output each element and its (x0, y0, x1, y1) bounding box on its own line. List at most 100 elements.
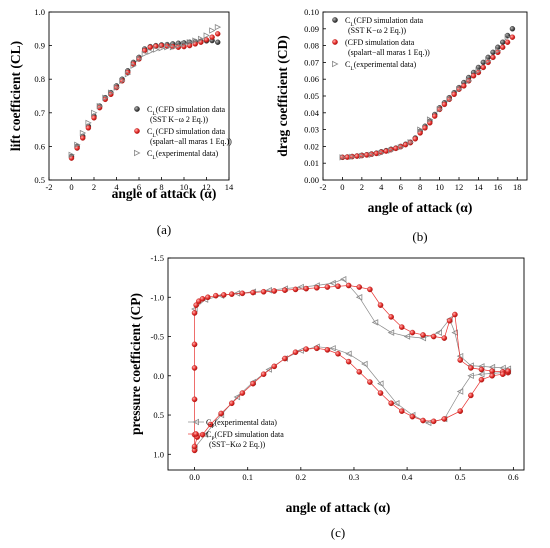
data-point (468, 365, 474, 371)
data-point (79, 129, 87, 137)
data-point (393, 145, 399, 152)
x-tick-label: 12 (202, 182, 211, 192)
x-tick-label: 8 (159, 182, 163, 192)
data-point (271, 288, 278, 294)
legend: CL(CFD simulation data(SST K−ω 2 Eq.))CL… (133, 105, 232, 161)
data-point (335, 350, 341, 357)
data-point (215, 39, 221, 45)
data-point (377, 380, 384, 387)
data-point (456, 86, 463, 93)
data-point (480, 64, 486, 71)
data-point (478, 366, 485, 373)
y-tick-label: 0.00 (304, 175, 319, 185)
data-point (192, 37, 199, 44)
data-point (239, 390, 246, 396)
data-point (467, 372, 474, 380)
data-point (477, 370, 485, 378)
x-tick-label: 18 (513, 182, 522, 192)
legend: CL(CFD simulation data(SST K−ω 2 Eq.)) (C… (331, 16, 430, 72)
y-tick-label: 0.7 (34, 108, 45, 118)
legend-label: CP(CFD simulation data (206, 430, 284, 442)
y-axis-label: lift coefficient (CL) (8, 41, 23, 151)
data-point (489, 368, 495, 374)
data-point (152, 46, 160, 53)
y-tick-label: 0.08 (304, 41, 319, 51)
series-1 (191, 275, 512, 452)
data-point (451, 329, 458, 336)
data-point (432, 113, 438, 119)
data-point (203, 32, 210, 39)
data-point (367, 379, 373, 385)
data-point (250, 380, 256, 387)
data-point (367, 286, 373, 293)
x-tick-label: 2 (92, 182, 96, 192)
data-point (265, 366, 272, 373)
data-point (282, 287, 288, 293)
data-point (452, 311, 458, 318)
data-point (398, 408, 405, 414)
data-point (303, 346, 309, 352)
data-point (446, 96, 453, 103)
x-tick-label: 4 (114, 182, 119, 192)
data-point (191, 443, 198, 450)
y-tick-label: 1.0 (153, 449, 164, 459)
data-point (228, 291, 235, 297)
data-point (186, 39, 194, 46)
data-point (313, 345, 320, 352)
x-tick-label: -2 (45, 182, 52, 192)
data-point (465, 77, 473, 85)
data-point (430, 418, 437, 425)
data-point (478, 376, 485, 383)
data-point (446, 318, 453, 324)
data-point (383, 148, 389, 154)
data-point (475, 67, 482, 74)
data-point (164, 44, 171, 51)
data-point (158, 45, 165, 52)
data-point (361, 360, 368, 368)
y-tick-label: 0.06 (304, 74, 319, 84)
legend-marker (332, 39, 338, 45)
data-point (388, 400, 394, 407)
data-point (124, 71, 132, 78)
data-point (468, 392, 474, 399)
data-point (191, 341, 198, 348)
data-point (457, 357, 464, 363)
data-point (499, 371, 506, 378)
data-point (313, 285, 320, 291)
x-tick-label: 10 (435, 182, 444, 192)
data-point (417, 126, 424, 133)
data-point (85, 119, 92, 127)
x-tick-label: 14 (225, 182, 234, 192)
data-point (345, 358, 352, 365)
data-point (80, 135, 86, 141)
data-point (349, 153, 356, 160)
y-tick-label: 0.5 (153, 410, 164, 420)
data-point (441, 101, 448, 108)
data-point (409, 329, 416, 336)
series-2 (339, 34, 516, 161)
legend-label: CL(CFD simulation data (147, 105, 226, 117)
x-axis-label: angle of attack (α) (112, 186, 217, 201)
data-point (191, 310, 198, 316)
data-point (339, 154, 346, 161)
x-tick-label: 0.4 (402, 472, 413, 482)
x-axis-label: angle of attack (α) (286, 500, 391, 515)
data-point (424, 419, 432, 427)
data-point (324, 347, 331, 353)
data-point (191, 396, 198, 403)
legend-label: (SST K−ω 2 Eq.)) (150, 115, 208, 124)
data-point (205, 294, 211, 301)
y-tick-label: 0.02 (304, 141, 319, 151)
data-point (422, 125, 428, 131)
legend-label: CP(experimental data) (206, 418, 277, 430)
data-point (339, 275, 347, 283)
legend-label: (spalart−all maras 1 Eq.)) (150, 137, 232, 146)
x-tick-label: 0.3 (349, 472, 360, 482)
legend-marker (332, 17, 338, 23)
x-tick-label: 0.5 (455, 472, 466, 482)
data-point (147, 44, 153, 50)
chart-panel-b: -2 0 2 4 6 8 10 12 14 16 18 0.00 0.01 0.02 0.03 0.04 0.0… (275, 7, 528, 244)
data-point (199, 431, 206, 438)
x-tick-label: 6 (137, 182, 141, 192)
legend-label: CL(experimental data) (345, 60, 417, 72)
